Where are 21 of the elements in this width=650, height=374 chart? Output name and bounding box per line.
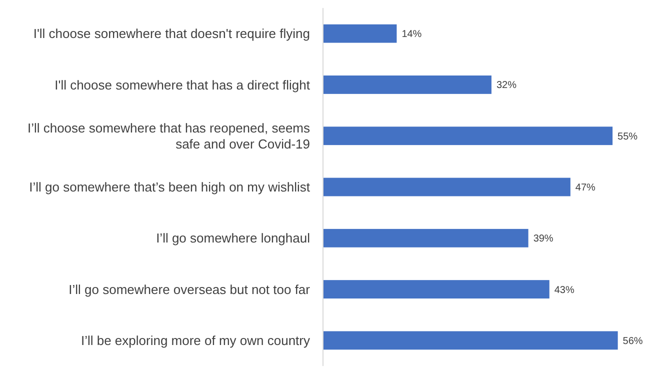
- y-tick-label: I’ll choose somewhere that has reopened, seems safe and over Covid-19: [27, 120, 310, 152]
- data-label: 47%: [575, 182, 596, 194]
- bar: [323, 76, 492, 94]
- y-tick-label: I’ll be exploring more of my own country: [80, 332, 310, 348]
- data-label: 32%: [496, 80, 517, 92]
- bar: [323, 178, 570, 196]
- data-label: 56%: [622, 336, 643, 347]
- data-label: 39%: [533, 234, 554, 245]
- data-label: 55%: [618, 131, 638, 142]
- y-tick-label: I’ll go somewhere longhaul: [156, 230, 310, 246]
- bar: [323, 126, 613, 146]
- bar: [323, 331, 618, 350]
- data-label: 43%: [554, 284, 574, 296]
- y-tick-label: I’ll go somewhere overseas but not too far: [68, 282, 311, 297]
- bar: [323, 228, 528, 248]
- data-label: 14%: [402, 29, 422, 40]
- y-tick-label: I'll choose somewhere that has a direct flight: [54, 77, 310, 92]
- bar: [323, 280, 550, 298]
- y-tick-label: I'll choose somewhere that doesn't require flying: [33, 26, 310, 42]
- bar: [323, 24, 397, 43]
- y-tick-label: I’ll go somewhere that’s been high on my wishlist: [29, 180, 310, 195]
